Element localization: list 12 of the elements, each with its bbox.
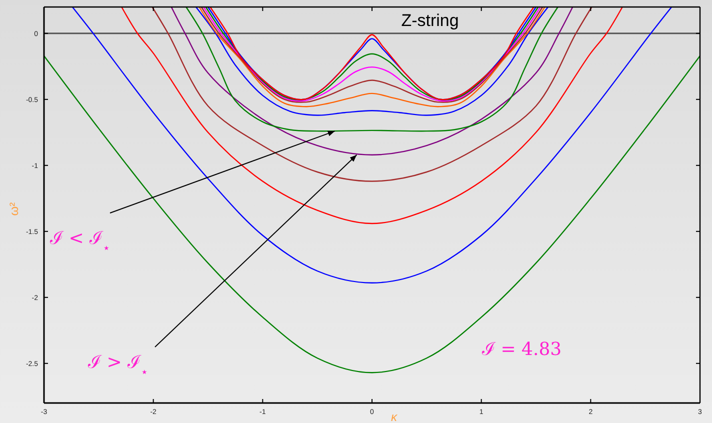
line-series — [186, 6, 558, 132]
line-series — [152, 6, 592, 182]
annotation: ℐ = 4.83 — [481, 339, 562, 360]
line-series — [43, 55, 701, 374]
line-series — [72, 6, 672, 284]
line-series — [170, 6, 574, 156]
annotation: ℐ > ℐ$_{⋆}$ — [87, 352, 149, 378]
annotation: ℐ < ℐ$_{⋆}$ — [49, 228, 111, 254]
chart-title: Z-string — [401, 11, 459, 30]
y-axis-title: ω² — [7, 202, 21, 216]
line-series — [121, 6, 623, 224]
x-axis-title: κ — [391, 410, 398, 423]
